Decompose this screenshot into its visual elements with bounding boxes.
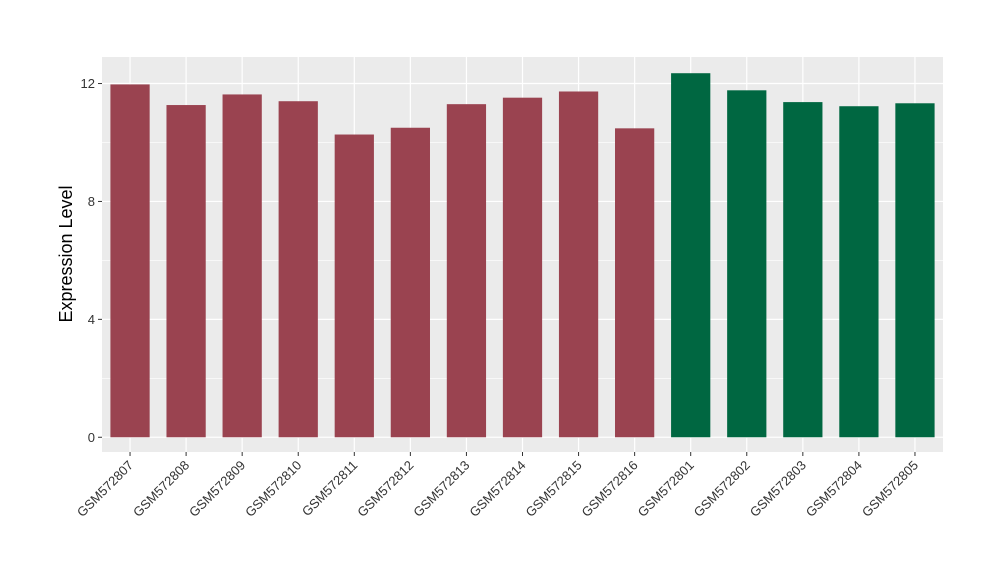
bar-GSM572807: [110, 84, 150, 438]
x-tick-label: GSM572814: [466, 458, 528, 520]
x-tick-label: GSM572816: [579, 458, 641, 520]
x-tick-label: GSM572809: [186, 458, 248, 520]
x-tick-label: GSM572803: [747, 458, 809, 520]
x-tick-label: GSM572801: [635, 458, 697, 520]
bar-GSM572808: [166, 105, 206, 438]
x-tick-label: GSM572807: [74, 458, 136, 520]
bar-GSM572813: [446, 104, 487, 438]
bar-GSM572809: [222, 94, 262, 438]
bar-GSM572801: [671, 73, 711, 438]
y-tick-label: 8: [88, 194, 95, 209]
bar-GSM572803: [783, 102, 823, 438]
bar-GSM572810: [278, 101, 318, 438]
x-tick-label: GSM572810: [242, 458, 304, 520]
bar-GSM572805: [895, 103, 935, 438]
x-tick-label: GSM572808: [130, 458, 192, 520]
bar-GSM572802: [727, 90, 767, 438]
y-tick-label: 0: [88, 430, 95, 445]
x-tick-label: GSM572802: [691, 458, 753, 520]
bar-GSM572814: [502, 97, 543, 438]
x-tick-label: GSM572811: [299, 458, 361, 520]
x-tick-label: GSM572813: [410, 458, 472, 520]
bar-GSM572815: [558, 91, 599, 438]
bar-GSM572811: [334, 134, 374, 438]
bar-GSM572804: [839, 106, 879, 438]
bar-GSM572812: [390, 127, 430, 438]
bar-GSM572816: [615, 128, 655, 438]
x-axis-ticks: GSM572807GSM572808GSM572809GSM572810GSM5…: [74, 452, 921, 520]
x-tick-label: GSM572812: [354, 458, 416, 520]
y-tick-label: 4: [88, 312, 95, 327]
y-axis-title: Expression Level: [56, 185, 76, 322]
y-axis-ticks: 0 4 8 12: [81, 76, 102, 445]
x-tick-label: GSM572805: [859, 458, 921, 520]
y-tick-label: 12: [81, 76, 95, 91]
x-tick-label: GSM572815: [522, 458, 584, 520]
x-tick-label: GSM572804: [803, 458, 865, 520]
bars: [110, 73, 935, 438]
